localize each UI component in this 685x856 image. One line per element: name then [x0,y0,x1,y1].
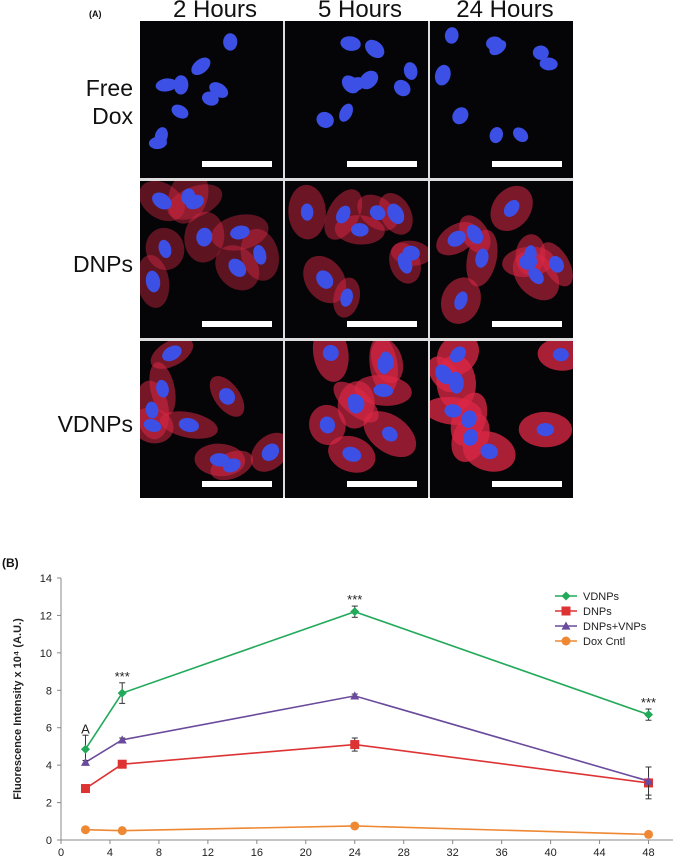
micrograph-tile [285,341,428,498]
legend-label: Dox Cntl [583,636,625,648]
x-tick-label: 40 [544,847,556,856]
significance-annotation: *** [347,592,362,607]
series-line-1 [85,743,649,790]
panel-a-label: (A) [89,9,102,19]
legend-label: VDNPs [583,591,620,603]
x-tick-label: 24 [349,847,361,856]
y-tick-label: 0 [46,835,52,847]
legend-label: DNPs+VNPs [583,621,647,633]
y-tick-label: 14 [40,573,52,585]
scale-bar [202,481,272,487]
column-header-24h: 24 Hours [456,0,554,23]
micrograph-tile [430,341,573,498]
x-tick-label: 12 [202,847,214,856]
data-point [117,735,127,744]
significance-annotation: *** [641,695,656,710]
data-point [117,688,127,698]
scale-bar [347,321,417,327]
data-point [644,776,654,785]
y-tick-label: 2 [46,798,52,810]
x-tick-label: 8 [156,847,162,856]
y-tick-label: 4 [46,760,52,772]
scale-bar [492,481,562,487]
y-tick-label: 6 [46,723,52,735]
legend-marker [561,621,571,630]
scale-bar [202,161,272,167]
micrograph-tile [285,181,428,338]
series-line-2 [85,695,649,782]
scale-bar [492,321,562,327]
data-point [80,784,90,794]
x-tick-label: 4 [107,847,113,856]
legend-marker [561,636,571,646]
significance-annotation: A [81,721,90,736]
scale-bar [347,481,417,487]
x-tick-label: 36 [496,847,508,856]
micrograph-tile [140,21,283,178]
x-tick-label: 0 [58,847,64,856]
data-point [350,691,360,700]
data-point [117,759,127,769]
scale-bar [347,161,417,167]
row-label-free-dox: Free Dox [8,74,133,130]
legend-marker [561,591,571,601]
panel-b-label: (B) [2,556,19,570]
data-point [117,826,127,836]
scale-bar [492,161,562,167]
x-tick-label: 28 [398,847,410,856]
x-tick-label: 20 [300,847,312,856]
y-tick-label: 8 [46,685,52,697]
data-point [350,607,360,617]
row-label-line: VDNPs [57,411,133,437]
x-tick-label: 16 [251,847,263,856]
column-header-2h: 2 Hours [172,0,258,23]
data-point [644,829,654,839]
data-point [80,757,90,766]
y-axis-title: Fluorescence Intensity x 10⁴ (A.U.) [12,618,24,800]
data-point [644,710,654,720]
micrograph-tile [285,21,428,178]
significance-annotation: *** [115,669,130,684]
x-tick-label: 48 [642,847,654,856]
micrograph-tile [430,21,573,178]
fluorescence-line-chart: 0481216202428323640444802468101214Time (… [12,573,673,856]
data-point [80,825,90,835]
data-point [350,740,360,750]
micrograph-tile [430,181,573,338]
row-label-dnps: DNPs [8,250,133,278]
micrograph-tile [140,341,283,498]
data-point [350,821,360,831]
column-header-5h: 5 Hours [317,0,403,23]
micrograph-tile [140,181,283,338]
series-line-0 [84,610,649,750]
y-tick-label: 12 [40,610,52,622]
legend-label: DNPs [583,606,612,618]
row-label-line: Free [85,75,133,101]
row-label-line: DNPs [72,251,133,277]
microscopy-grid [140,21,573,498]
x-tick-label: 32 [447,847,459,856]
row-label-vdnps: VDNPs [8,410,133,438]
series-line-3 [85,825,649,836]
row-label-line: Dox [92,103,133,129]
y-tick-label: 10 [40,648,52,660]
x-tick-label: 44 [593,847,605,856]
legend-marker [561,606,571,616]
data-point [80,744,90,754]
scale-bar [202,321,272,327]
